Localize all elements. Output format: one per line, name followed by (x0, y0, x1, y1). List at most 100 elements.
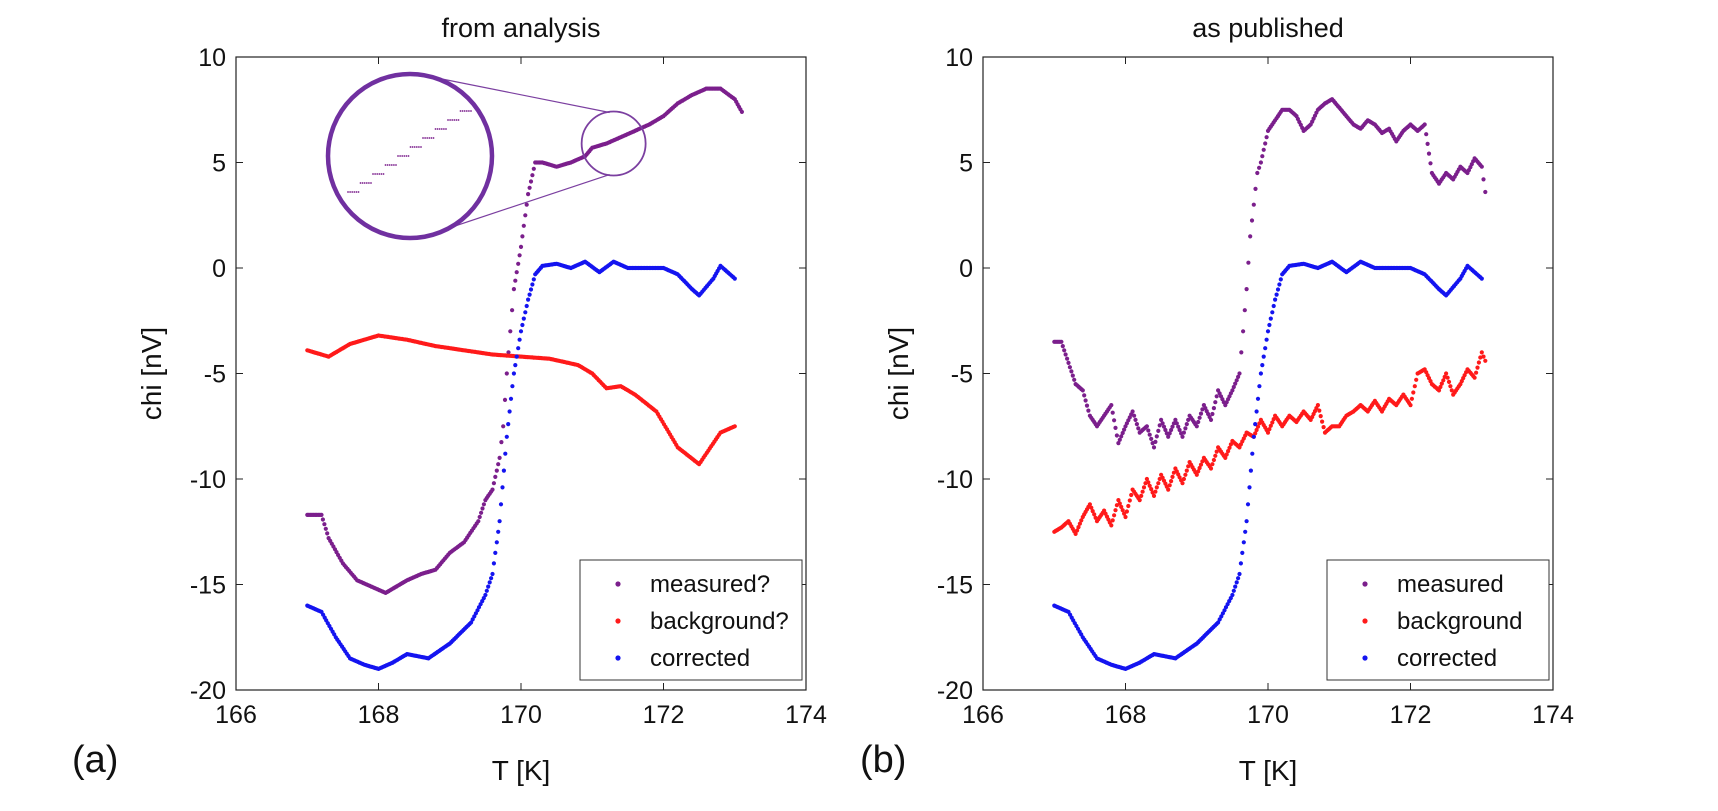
data-point (1067, 365, 1072, 370)
data-point (523, 213, 528, 218)
y-tick-label-b: -5 (951, 361, 973, 389)
data-point (1226, 449, 1231, 454)
data-point (524, 202, 529, 207)
data-point (1164, 431, 1169, 436)
zoom-step-dot (418, 146, 420, 148)
data-point (511, 287, 516, 292)
data-point (1154, 434, 1159, 439)
data-point (1120, 508, 1125, 513)
data-point (507, 409, 512, 414)
zoom-step-dot (365, 182, 368, 184)
data-point (1264, 135, 1269, 140)
data-point (1109, 403, 1114, 408)
zoom-step-dot (393, 164, 395, 166)
zoom-step-dot (357, 191, 360, 193)
data-point (1479, 276, 1484, 281)
data-point (732, 424, 737, 429)
data-point (732, 276, 737, 281)
data-point (1211, 406, 1216, 411)
x-axis-label-b: T [K] (1239, 755, 1298, 786)
zoom-step-dot (420, 146, 422, 148)
data-point (486, 584, 491, 589)
data-point (1426, 151, 1432, 156)
zoom-magnified-circle (325, 71, 495, 241)
series-a-0 (305, 86, 745, 596)
zoom-step-dot (403, 155, 406, 157)
data-point (1320, 419, 1325, 424)
zoom-step-dot (401, 155, 404, 157)
data-point (1475, 365, 1480, 370)
data-point (481, 596, 486, 601)
data-point (1449, 388, 1454, 393)
data-point (530, 282, 535, 287)
data-point (1112, 513, 1117, 518)
data-point (1254, 427, 1259, 433)
data-point (1208, 417, 1214, 422)
y-tick-label-a: 10 (198, 44, 226, 72)
data-point (1438, 384, 1443, 390)
data-point (1147, 432, 1152, 437)
x-tick-label-b: 174 (1532, 701, 1574, 729)
data-point (1176, 424, 1181, 429)
zoom-step-dot (449, 119, 451, 121)
data-point (1264, 337, 1269, 342)
zoom-step-dot (359, 182, 362, 184)
data-point (1146, 428, 1151, 433)
data-point (1122, 427, 1127, 432)
x-axis-label-a: T [K] (492, 755, 551, 786)
data-point (1234, 378, 1239, 383)
data-point (521, 316, 526, 321)
panel-b: (b) as published 166 168 170 172 174 10 5 0 -5 -10… (860, 13, 1574, 786)
data-point (1274, 292, 1279, 297)
data-point (1117, 501, 1122, 506)
data-point (1481, 354, 1486, 359)
data-point (1214, 449, 1219, 454)
data-point (496, 462, 501, 467)
data-point (1277, 282, 1282, 287)
data-point (1225, 602, 1230, 607)
zoom-step-dot (386, 164, 389, 166)
data-point (1124, 509, 1129, 514)
data-point (1180, 481, 1185, 486)
y-tick-label-a: -15 (190, 572, 226, 600)
data-point (1249, 218, 1255, 223)
data-point (501, 468, 506, 473)
data-point (530, 173, 535, 178)
zoom-source-circle (580, 110, 647, 177)
data-point (1129, 492, 1134, 498)
data-point (483, 592, 488, 598)
data-point (1213, 453, 1218, 458)
data-point (1113, 425, 1118, 430)
zoom-step-dot (382, 173, 385, 175)
data-point (481, 502, 486, 507)
data-point (1079, 518, 1084, 523)
data-point (497, 519, 502, 524)
data-point (1268, 423, 1273, 428)
data-point (506, 350, 511, 355)
data-point (1183, 472, 1188, 477)
legend-label: measured? (650, 571, 770, 598)
data-point (503, 451, 508, 456)
data-point (1157, 423, 1162, 428)
data-point (514, 354, 519, 359)
zoom-step-dot (355, 191, 358, 193)
zoom-step-dot (374, 173, 376, 175)
data-point (1154, 485, 1159, 490)
data-point (1409, 396, 1414, 401)
data-point (504, 434, 509, 439)
zoom-step-dot (457, 119, 460, 121)
data-point (494, 540, 499, 545)
data-point (1140, 489, 1145, 494)
data-point (1258, 160, 1263, 165)
data-point (1196, 419, 1201, 425)
data-point (499, 440, 504, 445)
data-point (1318, 414, 1323, 419)
zoom-step-dot (455, 119, 458, 121)
zoom-step-dot (422, 137, 424, 139)
x-tick-label-a: 166 (215, 701, 257, 729)
data-point (1257, 384, 1262, 389)
data-point (1153, 439, 1158, 444)
zoom-step-dot (426, 137, 429, 139)
data-point (1227, 445, 1232, 450)
data-point (1146, 480, 1151, 485)
